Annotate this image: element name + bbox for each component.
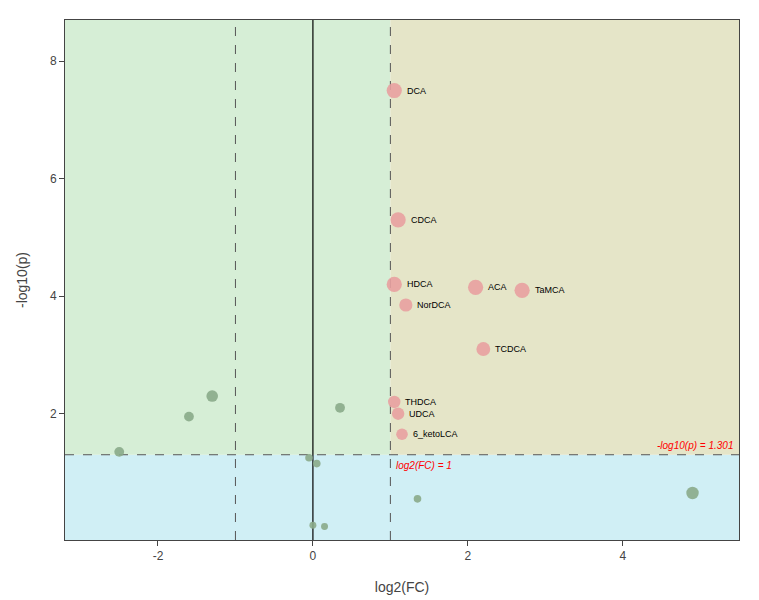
svg-text:CDCA: CDCA (411, 215, 437, 225)
svg-text:TCDCA: TCDCA (495, 344, 526, 354)
svg-text:0: 0 (310, 549, 317, 563)
svg-text:UDCA: UDCA (409, 409, 435, 419)
svg-text:log2(FC): log2(FC) (375, 579, 429, 595)
svg-text:2: 2 (50, 407, 57, 421)
svg-text:THDCA: THDCA (405, 397, 436, 407)
svg-text:6_ketoLCA: 6_ketoLCA (413, 429, 458, 439)
svg-text:-log10(p): -log10(p) (14, 252, 30, 308)
svg-text:NorDCA: NorDCA (417, 300, 451, 310)
svg-text:6: 6 (50, 172, 57, 186)
svg-text:4: 4 (619, 549, 626, 563)
svg-text:HDCA: HDCA (407, 279, 433, 289)
svg-text:DCA: DCA (407, 86, 426, 96)
svg-text:2: 2 (465, 549, 472, 563)
svg-text:-2: -2 (153, 549, 164, 563)
svg-text:ACA: ACA (488, 282, 507, 292)
svg-text:8: 8 (50, 54, 57, 68)
svg-text:TaMCA: TaMCA (535, 285, 565, 295)
svg-text:4: 4 (50, 289, 57, 303)
svg-text:-log10(p) = 1.301: -log10(p) = 1.301 (657, 440, 733, 451)
svg-text:log2(FC) = 1: log2(FC) = 1 (396, 460, 452, 471)
